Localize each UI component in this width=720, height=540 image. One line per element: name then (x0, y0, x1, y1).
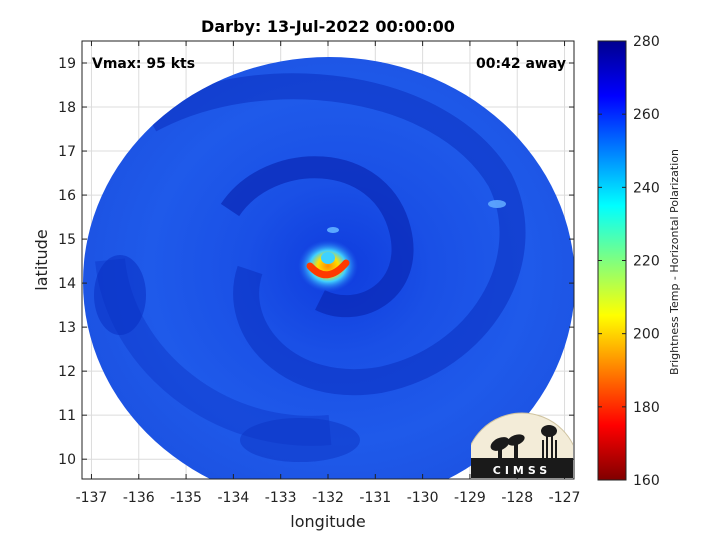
x-tick-label: -135 (170, 490, 202, 506)
colorbar-tick-label: 200 (633, 327, 660, 343)
chart-title: Darby: 13-Jul-2022 00:00:00 (201, 17, 455, 36)
vmax-annotation: Vmax: 95 kts (92, 56, 195, 72)
x-tick-label: -129 (454, 490, 486, 506)
storm-eye (298, 227, 358, 292)
logo-water-tower-icon (541, 425, 557, 458)
y-tick-label: 10 (58, 452, 76, 468)
colorbar-tick-label: 160 (633, 473, 660, 489)
x-tick-label: -128 (501, 490, 533, 506)
colorbar-tick-label: 220 (633, 254, 660, 270)
logo-ground (471, 458, 573, 478)
eye-spot-north (327, 227, 339, 233)
cimss-logo: CIMSS (471, 412, 573, 478)
colorbar-label: Brightness Temp - Horizontal Polarizatio… (668, 149, 681, 375)
x-tick-label: -130 (407, 490, 439, 506)
y-tick-label: 17 (58, 144, 76, 160)
y-tick-label: 15 (58, 232, 76, 248)
time-offset-annotation: 00:42 away (476, 56, 566, 72)
y-tick-label: 11 (58, 408, 76, 424)
y-axis-label: latitude (32, 229, 51, 290)
dark-patch-west (94, 255, 146, 335)
x-tick-label: -133 (265, 490, 297, 506)
y-tick-label: 16 (58, 188, 76, 204)
rainband-inner (220, 156, 414, 318)
x-tick-label: -131 (359, 490, 391, 506)
x-tick-label: -132 (312, 490, 344, 506)
logo-text: CIMSS (493, 464, 551, 477)
y-tick-label: 13 (58, 320, 76, 336)
x-tick-label: -136 (123, 490, 155, 506)
colorbar-tick-label: 280 (633, 34, 660, 50)
y-tick-label: 12 (58, 364, 76, 380)
y-tick-label: 18 (58, 100, 76, 116)
colorbar-tick-label: 180 (633, 400, 660, 416)
logo-dish-icon (490, 434, 525, 458)
colorbar-tick-label: 260 (633, 107, 660, 123)
x-axis-label: longitude (290, 512, 365, 531)
x-tick-label: -134 (217, 490, 249, 506)
eye-halo (298, 240, 358, 292)
colorbar: 160 180 200 220 240 260 280 Brightness Temp - … (597, 34, 681, 489)
dark-patch-south (240, 418, 360, 462)
y-axis-ticks: 10 11 12 13 14 15 16 17 18 19 (58, 56, 574, 468)
colorbar-ticks: 160 180 200 220 240 260 280 (598, 34, 660, 489)
x-tick-label: -137 (76, 490, 108, 506)
rainband-outer (143, 73, 526, 396)
x-tick-label: -127 (549, 490, 581, 506)
y-tick-label: 14 (58, 276, 76, 292)
y-tick-label: 19 (58, 56, 76, 72)
eye-center (321, 252, 335, 264)
eye-warm-arc (306, 259, 350, 279)
colorbar-gradient (597, 40, 627, 481)
colorbar-tick-label: 240 (633, 180, 660, 196)
light-patch-east (488, 200, 506, 208)
swath-texture (94, 73, 526, 462)
